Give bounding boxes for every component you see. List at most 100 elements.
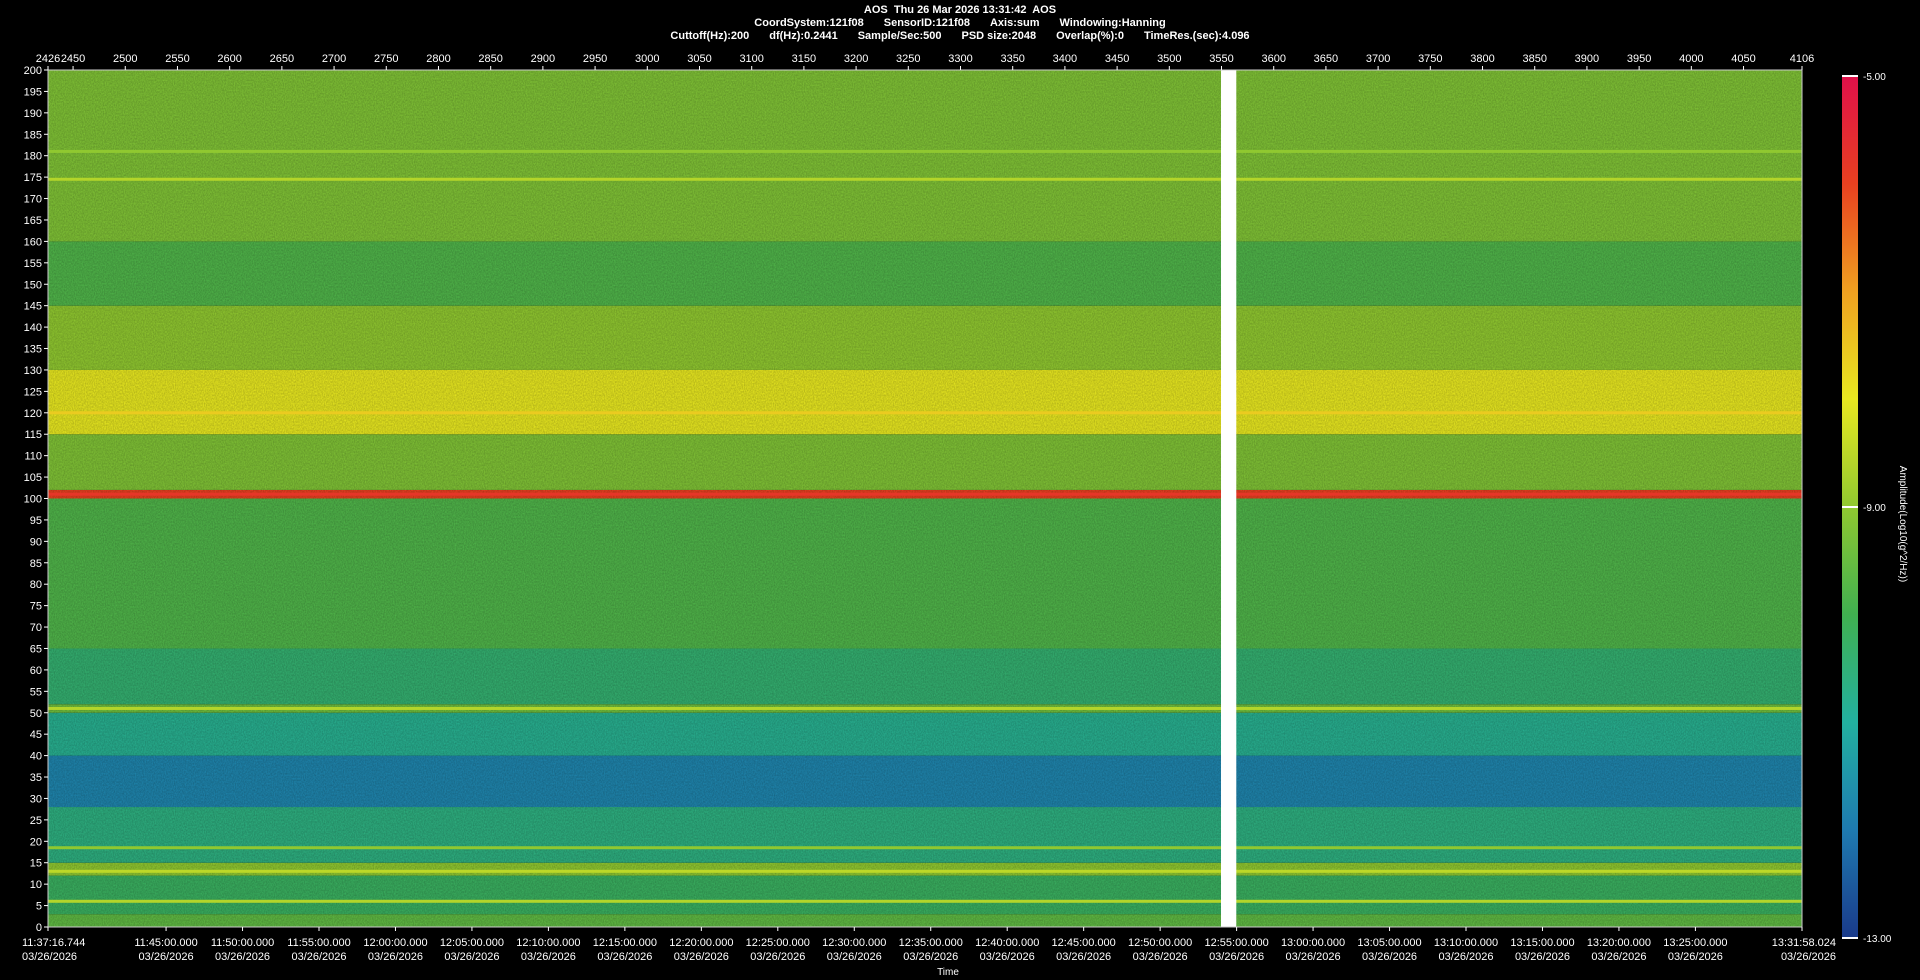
header-field-2: Axis:sum (989, 17, 1040, 29)
y-tick-label-35: 175 (24, 172, 42, 184)
tonal-line-2 (48, 846, 1802, 850)
top-tick-label-7: 2750 (374, 53, 398, 65)
y-tick-label-22: 110 (24, 451, 42, 463)
top-tick-label-34: 4106 (1790, 53, 1814, 65)
top-tick-label-18: 3300 (948, 53, 972, 65)
data-gap (1221, 70, 1237, 927)
top-tick-label-23: 3550 (1209, 53, 1233, 65)
top-tick-label-22: 3500 (1157, 53, 1181, 65)
time-tick-label-17: 13:05:00.000 (1357, 937, 1421, 949)
top-tick-label-15: 3150 (792, 53, 816, 65)
header-field-1: SensorID:121f08 (883, 17, 970, 29)
y-tick-label-29: 145 (24, 301, 42, 313)
date-tick-label-8: 03/26/2026 (674, 951, 729, 963)
y-tick-label-0: 0 (36, 922, 42, 934)
top-tick-label-17: 3250 (896, 53, 920, 65)
date-tick-label-4: 03/26/2026 (368, 951, 423, 963)
y-tick-label-38: 190 (24, 108, 42, 120)
y-tick-label-5: 25 (30, 815, 42, 827)
header-field-3: Windowing:Hanning (1059, 17, 1166, 29)
y-tick-label-40: 200 (24, 65, 42, 77)
y-tick-label-21: 105 (24, 472, 42, 484)
time-tick-label-1: 11:45:00.000 (134, 937, 197, 949)
date-tick-label-21: 03/26/2026 (1668, 951, 1723, 963)
time-tick-label-4: 12:00:00.000 (363, 937, 427, 949)
top-tick-label-19: 3350 (1000, 53, 1024, 65)
y-tick-label-36: 180 (24, 151, 42, 163)
time-tick-label-21: 13:25:00.000 (1663, 937, 1727, 949)
tonal-line-6 (48, 177, 1802, 181)
time-tick-label-19: 13:15:00.000 (1510, 937, 1574, 949)
tonal-line-3 (48, 706, 1802, 710)
date-tick-label-19: 03/26/2026 (1515, 951, 1570, 963)
y-tick-label-4: 20 (30, 836, 42, 848)
top-tick-label-9: 2850 (478, 53, 502, 65)
date-tick-label-17: 03/26/2026 (1362, 951, 1417, 963)
time-tick-label-14: 12:50:00.000 (1128, 937, 1192, 949)
y-tick-label-18: 90 (30, 536, 42, 548)
y-tick-label-25: 125 (24, 386, 42, 398)
top-tick-label-25: 3650 (1314, 53, 1338, 65)
chart-subtitle-2: Cuttoff(Hz):200 df(Hz):0.2441 Sample/Sec:5… (0, 30, 1920, 42)
header-field-0: CoordSystem:121f08 (754, 17, 864, 29)
date-tick-label-16: 03/26/2026 (1286, 951, 1341, 963)
time-tick-label-6: 12:10:00.000 (516, 937, 580, 949)
date-tick-label-22: 03/26/2026 (1781, 951, 1836, 963)
tonal-line-5 (48, 411, 1802, 415)
top-tick-label-14: 3100 (739, 53, 763, 65)
y-tick-label-11: 55 (30, 686, 42, 698)
time-tick-label-20: 13:20:00.000 (1587, 937, 1651, 949)
top-tick-label-33: 4050 (1731, 53, 1755, 65)
y-tick-label-17: 85 (30, 558, 42, 570)
tonal-line-4 (48, 492, 1802, 496)
top-tick-label-0: 2426 (36, 53, 60, 65)
time-tick-label-15: 12:55:00.000 (1204, 937, 1268, 949)
y-tick-label-23: 115 (24, 429, 42, 441)
y-tick-label-32: 160 (24, 236, 42, 248)
date-tick-label-7: 03/26/2026 (597, 951, 652, 963)
time-tick-label-0: 11:37:16.744 (22, 937, 85, 949)
time-tick-label-22: 13:31:58.024 (1772, 937, 1836, 949)
header-param-5: TimeRes.(sec):4.096 (1143, 30, 1250, 42)
y-tick-label-2: 10 (30, 879, 42, 891)
colorbar-tick-label-1: -9.00 (1863, 503, 1886, 514)
colorbar-label: Amplitude(Log10(g^2/Hz)) (1897, 466, 1908, 582)
y-tick-label-26: 130 (24, 365, 42, 377)
tonal-line-7 (48, 149, 1802, 153)
top-tick-label-2: 2500 (113, 53, 137, 65)
y-tick-label-19: 95 (30, 515, 42, 527)
header-param-2: Sample/Sec:500 (857, 30, 942, 42)
date-tick-label-1: 03/26/2026 (139, 951, 194, 963)
y-tick-label-31: 155 (24, 258, 42, 270)
y-tick-label-3: 15 (30, 858, 42, 870)
time-tick-label-9: 12:25:00.000 (746, 937, 810, 949)
chart-title: AOS Thu 26 Mar 2026 13:31:42 AOS (863, 4, 1057, 16)
top-tick-label-27: 3750 (1418, 53, 1442, 65)
time-tick-label-10: 12:30:00.000 (822, 937, 886, 949)
header-param-3: PSD size:2048 (961, 30, 1037, 42)
date-tick-label-3: 03/26/2026 (291, 951, 346, 963)
top-tick-label-11: 2950 (583, 53, 607, 65)
y-tick-label-6: 30 (30, 793, 42, 805)
date-tick-label-5: 03/26/2026 (444, 951, 499, 963)
top-tick-label-20: 3400 (1053, 53, 1077, 65)
top-tick-label-32: 4000 (1679, 53, 1703, 65)
top-tick-label-10: 2900 (531, 53, 555, 65)
top-tick-label-4: 2600 (217, 53, 241, 65)
top-tick-label-21: 3450 (1105, 53, 1129, 65)
y-tick-label-10: 50 (30, 708, 42, 720)
y-tick-label-13: 65 (30, 643, 42, 655)
tonal-line-0 (48, 899, 1802, 903)
y-tick-label-16: 80 (30, 579, 42, 591)
y-tick-label-28: 140 (24, 322, 42, 334)
top-tick-label-30: 3900 (1575, 53, 1599, 65)
top-tick-label-13: 3050 (687, 53, 711, 65)
top-tick-label-5: 2650 (270, 53, 294, 65)
time-tick-label-12: 12:40:00.000 (975, 937, 1039, 949)
top-tick-label-28: 3800 (1470, 53, 1494, 65)
y-tick-label-37: 185 (24, 129, 42, 141)
date-tick-label-2: 03/26/2026 (215, 951, 270, 963)
time-tick-label-18: 13:10:00.000 (1434, 937, 1498, 949)
top-tick-label-31: 3950 (1627, 53, 1651, 65)
y-tick-label-24: 120 (24, 408, 42, 420)
